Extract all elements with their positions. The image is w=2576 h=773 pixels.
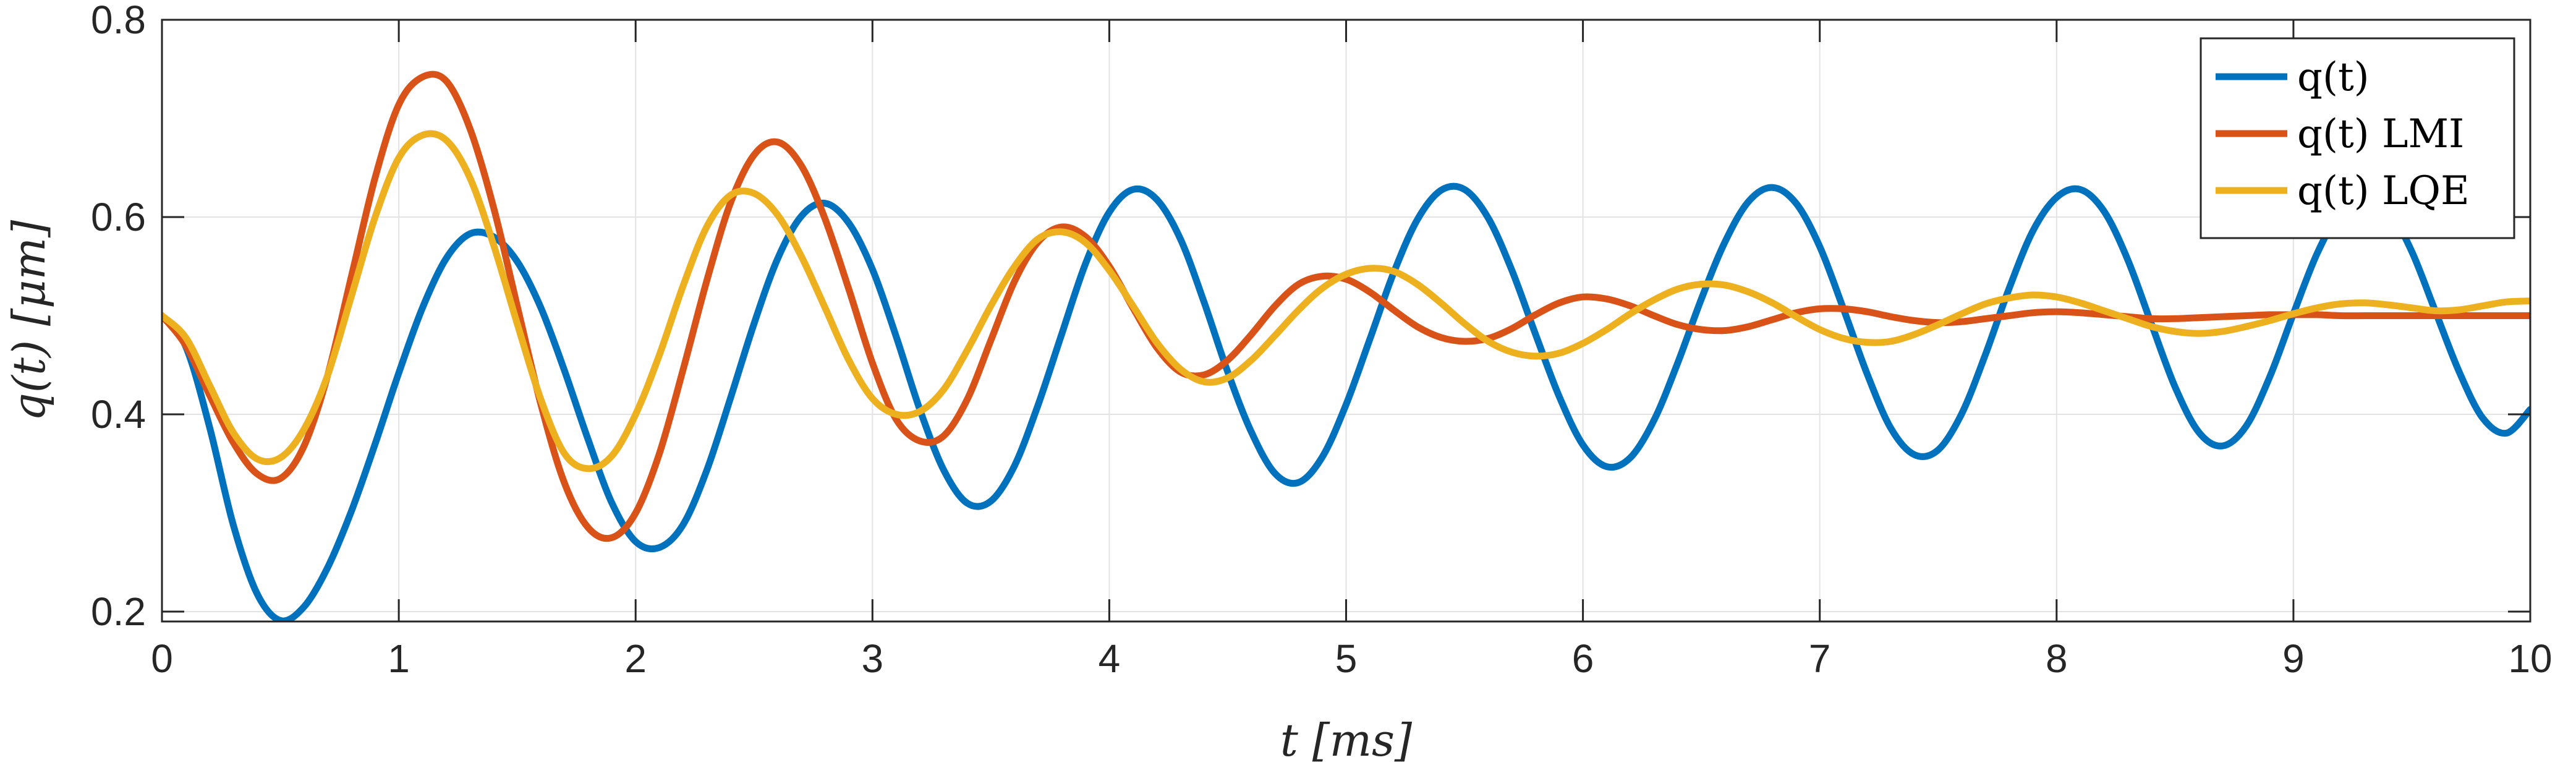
x-tick-label: 2 xyxy=(624,636,647,681)
x-tick-label: 8 xyxy=(2046,636,2068,681)
series-lines xyxy=(162,70,2530,621)
x-tick-label: 5 xyxy=(1335,636,1358,681)
y-tick-label: 0.6 xyxy=(91,195,146,239)
x-axis-label: t [ms] xyxy=(1280,714,1413,766)
series-line-2 xyxy=(162,130,2530,472)
x-tick-label: 0 xyxy=(151,636,173,681)
axis-labels: t [ms] q(t) [μm] xyxy=(3,220,1413,766)
series-line-0 xyxy=(162,182,2530,621)
y-tick-label: 0.4 xyxy=(91,392,146,437)
legend-label-2: q(t) LQE xyxy=(2297,168,2470,214)
y-tick-label: 0.2 xyxy=(91,589,146,634)
x-tick-label: 9 xyxy=(2282,636,2305,681)
series-line-1 xyxy=(162,70,2530,542)
x-tick-label: 6 xyxy=(1572,636,1594,681)
tick-labels: 0 1 2 3 4 5 6 7 8 9 10 0.2 0.4 0.6 0.8 xyxy=(91,0,2553,681)
axes xyxy=(161,19,2531,623)
legend-label-1: q(t) LMI xyxy=(2297,111,2464,157)
legend-label-0: q(t) xyxy=(2297,54,2370,100)
x-tick-label: 7 xyxy=(1809,636,1831,681)
x-tick-label: 1 xyxy=(388,636,410,681)
x-tick-label: 10 xyxy=(2508,636,2552,681)
x-tick-label: 4 xyxy=(1099,636,1121,681)
legend: q(t) q(t) LMI q(t) LQE xyxy=(2200,37,2515,239)
y-tick-label: 0.8 xyxy=(91,0,146,42)
legend-box xyxy=(2200,37,2515,239)
x-tick-label: 3 xyxy=(862,636,884,681)
y-axis-label: q(t) [μm] xyxy=(3,220,55,421)
